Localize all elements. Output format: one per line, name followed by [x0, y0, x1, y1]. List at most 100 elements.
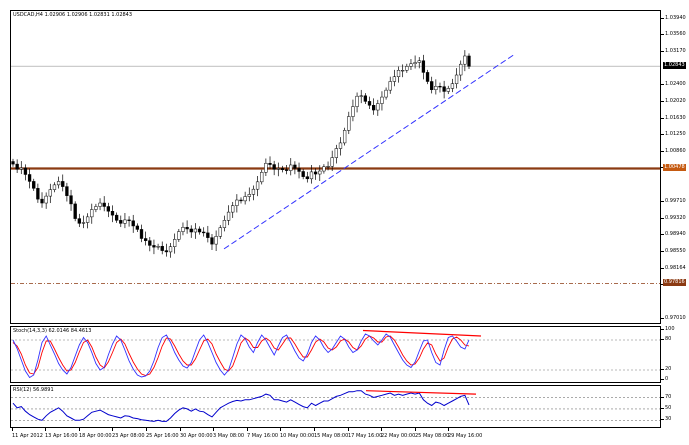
price-axis-label: 0.98550 — [665, 247, 686, 254]
candle-body — [409, 63, 413, 67]
candle-body — [334, 148, 338, 158]
candle-body — [156, 246, 160, 248]
price-axis-tick — [661, 117, 664, 119]
candle-body — [396, 70, 401, 77]
candle-body — [380, 96, 384, 104]
price-axis-tick — [661, 267, 664, 269]
candle-body — [226, 211, 231, 221]
price-axis-label: 0.97010 — [665, 314, 686, 321]
candle-body — [276, 168, 280, 170]
support-price-label: 0.97816 — [663, 279, 686, 287]
candle-body — [459, 63, 463, 76]
rsi-chart[interactable] — [11, 386, 661, 428]
price-axis-tick — [661, 84, 664, 86]
time-axis-label: 17 May 16:00 — [348, 433, 383, 439]
price-axis-tick — [661, 234, 664, 236]
price-chart[interactable] — [11, 11, 661, 324]
candle-body — [417, 60, 421, 63]
stoch-main-line — [12, 333, 470, 379]
rsi-divergence-line — [365, 390, 477, 395]
rsi-pane[interactable]: RSI(12) 56.9891 — [10, 385, 661, 428]
price-axis-tick — [661, 34, 664, 36]
rsi-title: RSI(12) 56.9891 — [13, 387, 54, 393]
candle-body — [123, 219, 127, 224]
candle-body — [65, 186, 69, 196]
candle-body — [342, 130, 347, 144]
candle-body — [401, 70, 405, 72]
candle-body — [284, 169, 289, 171]
candle-body — [27, 174, 32, 182]
candle-body — [148, 240, 152, 246]
price-axis-label: 0.99710 — [665, 197, 686, 204]
price-chart-pane[interactable]: USDCAD,H4 1.02906 1.02906 1.02831 1.0284… — [10, 10, 661, 324]
time-axis-label: 7 May 16:00 — [247, 433, 279, 439]
price-axis-label: 0.98940 — [665, 231, 686, 238]
candle-body — [11, 161, 15, 165]
candle-body — [421, 60, 426, 73]
price-axis[interactable]: 1.03940 1.03560 1.03170 1.02400 1.02020 1.016… — [661, 10, 689, 324]
candle-body — [222, 220, 227, 228]
time-axis-label: 25 Apr 16:00 — [146, 433, 179, 439]
stochastic-pane[interactable]: Stoch(14,3,3) 62.0146 84.4613 — [10, 326, 661, 383]
time-axis-tick — [247, 428, 248, 431]
candle-body — [69, 195, 73, 205]
candle-body — [73, 203, 77, 219]
candle-body — [450, 83, 455, 89]
candle-body — [372, 105, 376, 111]
time-axis-tick — [180, 428, 181, 431]
candle-body — [15, 163, 19, 170]
candle-body — [301, 171, 305, 177]
price-axis-tick — [661, 17, 664, 19]
candle-body — [48, 189, 52, 197]
candle-body — [19, 167, 23, 170]
candle-body — [293, 164, 297, 169]
candle-body — [239, 199, 243, 202]
candle-body — [177, 231, 181, 240]
time-axis-tick — [45, 428, 46, 431]
candle-body — [305, 176, 309, 180]
rsi-axis-label: 30 — [665, 416, 672, 423]
candle-body — [247, 194, 251, 197]
time-axis-label: 11 Apr 2012 — [12, 433, 43, 439]
candle-body — [355, 95, 359, 107]
candle-body — [280, 168, 285, 170]
resistance-price-label: 1.00478 — [663, 164, 686, 172]
candle-body — [135, 225, 140, 230]
candle-body — [425, 72, 430, 82]
candle-body — [297, 168, 301, 172]
candle-body — [127, 219, 131, 222]
stochastic-title: Stoch(14,3,3) 62.0146 84.4613 — [13, 328, 92, 334]
price-axis-tick — [661, 100, 664, 102]
candle-body — [52, 184, 57, 190]
candle-body — [330, 157, 334, 167]
candle-body — [251, 188, 256, 195]
candle-body — [231, 205, 235, 213]
stochastic-chart[interactable] — [11, 327, 661, 383]
candle-body — [185, 227, 189, 230]
candle-body — [206, 232, 210, 238]
candle-body — [384, 89, 388, 98]
price-axis-tick — [661, 217, 664, 219]
stoch-axis-tick — [661, 339, 664, 340]
candle-body — [326, 166, 330, 168]
rsi-axis-label: 50 — [665, 404, 672, 411]
price-axis-label: 1.00860 — [665, 147, 686, 154]
rsi-axis-tick — [661, 407, 664, 409]
price-axis-tick — [661, 200, 664, 202]
time-axis[interactable]: 11 Apr 2012 13 Apr 16:00 18 Apr 00:00 23 Ap… — [10, 428, 661, 444]
candle-body — [81, 222, 86, 224]
candle-body — [202, 231, 206, 234]
candle-body — [56, 181, 61, 186]
candle-body — [467, 55, 471, 67]
candle-body — [309, 171, 314, 180]
candle-body — [454, 74, 459, 84]
price-axis-label: 1.02400 — [665, 81, 686, 88]
price-axis-label: 1.03940 — [665, 14, 686, 21]
candle-body — [442, 86, 446, 92]
candle-body — [235, 199, 239, 206]
time-axis-label: 25 May 08:00 — [415, 433, 450, 439]
candle-body — [152, 245, 156, 248]
candle-body — [90, 209, 94, 218]
price-axis-label: 1.03170 — [665, 48, 686, 55]
candle-body — [110, 211, 115, 216]
